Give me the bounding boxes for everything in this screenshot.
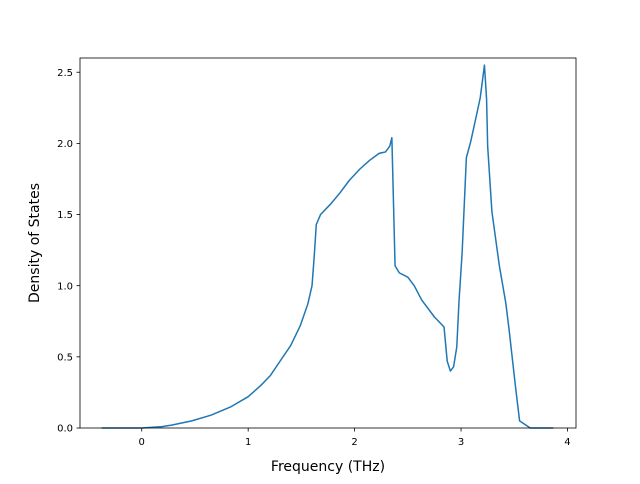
plot-frame [79, 57, 577, 429]
y-tick-label: 0.0 [57, 424, 73, 435]
x-tick-label: 4 [564, 437, 570, 448]
y-tick-label: 2.5 [57, 68, 73, 79]
y-tick-label: 1.0 [57, 281, 73, 292]
x-tick-label: 1 [245, 437, 251, 448]
x-axis-label: Frequency (THz) [271, 459, 385, 475]
y-tick-label: 1.5 [57, 210, 73, 221]
plot-area [80, 58, 576, 428]
x-tick-label: 0 [139, 437, 145, 448]
x-tick-label: 3 [458, 437, 464, 448]
y-tick-label: 2.0 [57, 139, 73, 150]
y-tick-label: 0.5 [57, 352, 73, 363]
x-tick-label: 2 [351, 437, 357, 448]
ticks-layer: 0 1 2 3 4 0.0 0.5 1.0 1.5 2.0 2.5 [57, 68, 571, 448]
y-axis-label: Density of States [27, 183, 43, 303]
data-line [101, 64, 554, 429]
